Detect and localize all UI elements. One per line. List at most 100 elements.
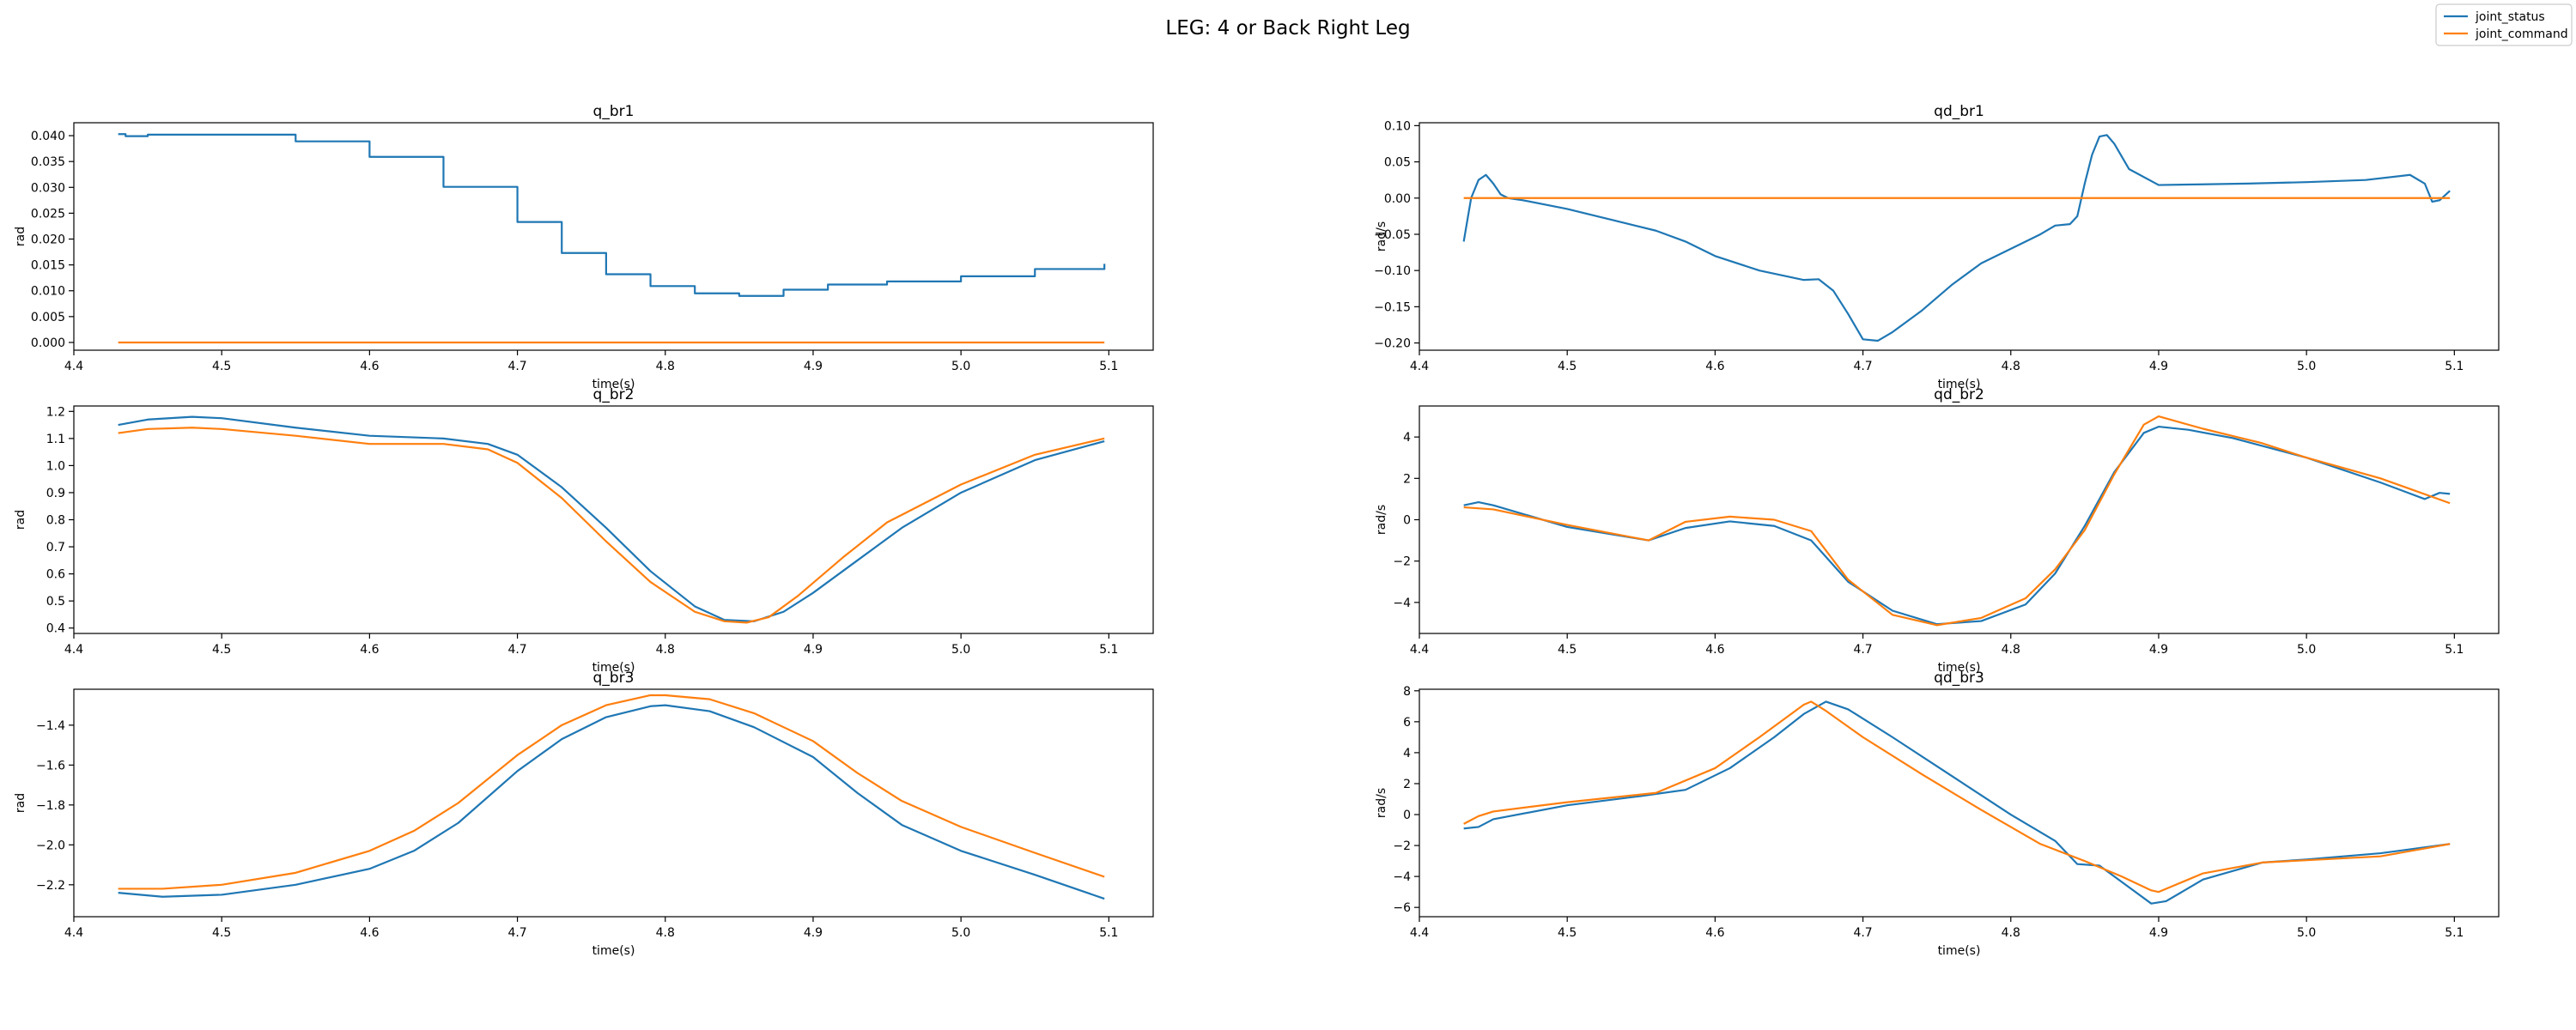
legend-label-joint-command: joint_command [2475, 27, 2568, 41]
subplot-qd-br2: 4.4 4.5 4.6 4.7 4.8 4.9 5.0 5.1 −4 −2 0 2 4 qd_br2tim… [1375, 386, 2500, 675]
y-tick-label: 0.010 [31, 285, 65, 299]
y-tick-label: −2.2 [36, 879, 65, 893]
x-tick-label: 4.6 [360, 360, 379, 373]
subplot-title: qd_br3 [1934, 670, 1984, 687]
y-tick-label: 2 [1403, 472, 1411, 486]
x-axis-label: time(s) [592, 378, 635, 391]
x-axis-label: time(s) [592, 944, 635, 958]
y-tick-label: −1.6 [36, 759, 65, 772]
x-tick-label: 5.0 [951, 643, 970, 657]
x-tick-label: 4.5 [1558, 643, 1577, 657]
x-tick-label: 4.5 [212, 926, 231, 940]
y-axis-label: rad [14, 793, 27, 813]
y-tick-label: 0.00 [1384, 192, 1411, 206]
x-tick-label: 4.6 [360, 643, 379, 657]
x-tick-label: 4.6 [360, 926, 379, 940]
x-tick-label: 4.7 [507, 643, 526, 657]
legend-box [2435, 3, 2573, 46]
x-tick-label: 4.5 [212, 360, 231, 373]
x-tick-label: 4.9 [804, 360, 823, 373]
series-line-joint-status [118, 704, 1105, 900]
y-tick-label: 0.015 [31, 259, 65, 273]
y-tick-label: −4 [1393, 870, 1411, 884]
y-axis-label: rad [14, 227, 27, 246]
axes-frame [1419, 688, 2500, 918]
x-tick-label: 4.4 [1410, 360, 1429, 373]
y-tick-label: 0.5 [46, 595, 65, 609]
y-tick-label: 0.005 [31, 311, 65, 324]
subplot-q-br3: 4.4 4.5 4.6 4.7 4.8 4.9 5.0 5.1 −2.2 −2.0 −1.8 −1.6… [14, 670, 1154, 958]
y-tick-label: −2.0 [36, 839, 65, 852]
subplot-title: q_br1 [593, 103, 635, 120]
x-tick-label: 4.9 [804, 926, 823, 940]
series-line-joint-status [1462, 134, 2451, 342]
legend-label-joint-status: joint_status [2475, 10, 2545, 24]
x-tick-label: 4.6 [1705, 926, 1724, 940]
y-tick-label: 2 [1403, 778, 1411, 791]
y-tick-label: −0.10 [1374, 264, 1411, 278]
subplot-q-br2: 4.4 4.5 4.6 4.7 4.8 4.9 5.0 5.1 0.4 0.5 0.6 0.7 0.8 0… [14, 386, 1154, 675]
x-tick-label: 4.5 [1558, 360, 1577, 373]
x-tick-label: 4.7 [1853, 926, 1872, 940]
subplot-title: q_br3 [593, 670, 635, 687]
y-tick-label: −6 [1393, 901, 1411, 915]
x-tick-label: 4.8 [2002, 926, 2020, 940]
axes-frame [73, 122, 1154, 351]
subplot-title: qd_br2 [1934, 386, 1984, 403]
y-tick-label: 1.0 [46, 459, 65, 473]
x-axis-label: time(s) [1938, 661, 1981, 675]
y-tick-label: 0.6 [46, 568, 65, 582]
series-line-joint-status [1463, 700, 2451, 905]
y-tick-label: 0.9 [46, 487, 65, 500]
series-line-joint-status [118, 133, 1106, 297]
y-tick-label: 6 [1403, 716, 1411, 730]
subplot-title: q_br2 [593, 386, 635, 403]
y-tick-label: −0.05 [1374, 228, 1411, 242]
x-tick-label: 5.1 [1099, 360, 1118, 373]
y-tick-label: 0.05 [1384, 156, 1411, 170]
y-tick-label: 0.8 [46, 514, 65, 528]
y-tick-label: 0.040 [31, 130, 65, 143]
y-tick-label: 1.2 [46, 405, 65, 419]
x-tick-label: 5.1 [1099, 643, 1118, 657]
axes-frame [1419, 122, 2500, 351]
x-tick-label: 4.8 [656, 926, 675, 940]
y-axis-label: rad [14, 510, 27, 530]
y-axis-label: rad/s [1375, 221, 1388, 251]
x-tick-label: 5.0 [951, 360, 970, 373]
x-axis-label: time(s) [1938, 944, 1981, 958]
y-tick-label: −2 [1393, 839, 1411, 853]
x-tick-label: 5.1 [1099, 926, 1118, 940]
x-tick-label: 4.8 [2002, 643, 2020, 657]
x-tick-label: 4.8 [656, 643, 675, 657]
x-tick-label: 5.0 [2297, 926, 2316, 940]
y-tick-label: −4 [1393, 597, 1411, 610]
x-tick-label: 4.9 [2149, 643, 2168, 657]
y-tick-label: 0 [1403, 514, 1411, 528]
y-tick-label: 0.7 [46, 541, 65, 554]
series-line-joint-command [1463, 415, 2451, 627]
x-tick-label: 4.4 [1410, 926, 1429, 940]
series-line-joint-command [118, 694, 1105, 890]
figure-title: LEG: 4 or Back Right Leg [1165, 17, 1410, 39]
y-tick-label: −0.20 [1374, 337, 1411, 351]
subplot-qd-br3: 4.4 4.5 4.6 4.7 4.8 4.9 5.0 5.1 −6 −4 −2 0 2 4 6 8 qd_br… [1375, 670, 2500, 958]
legend: joint_status joint_command [2435, 3, 2573, 46]
y-tick-label: 0.10 [1384, 119, 1411, 133]
x-tick-label: 5.1 [2445, 926, 2464, 940]
y-tick-label: 4 [1403, 747, 1411, 760]
x-tick-label: 4.7 [507, 926, 526, 940]
y-tick-label: 0.4 [46, 622, 65, 636]
y-tick-label: 0 [1403, 809, 1411, 822]
series-line-joint-command [1463, 700, 2451, 894]
x-tick-label: 4.4 [1410, 643, 1429, 657]
x-tick-label: 4.7 [1853, 360, 1872, 373]
x-tick-label: 4.5 [212, 643, 231, 657]
x-tick-label: 4.8 [2002, 360, 2020, 373]
subplot-q-br1: 4.4 4.5 4.6 4.7 4.8 4.9 5.0 5.1 0.000 0.005 0.010 0… [14, 103, 1154, 391]
x-tick-label: 4.4 [64, 643, 83, 657]
series-line-joint-command [118, 427, 1105, 624]
y-tick-label: 0.030 [31, 181, 65, 195]
